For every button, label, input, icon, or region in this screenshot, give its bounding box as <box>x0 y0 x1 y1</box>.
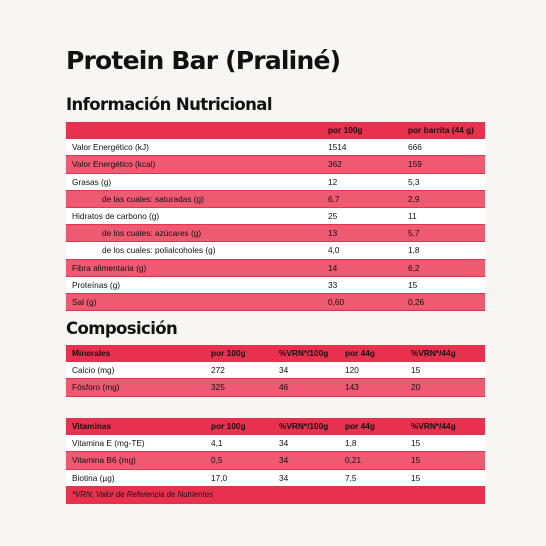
table-cell: Hidratos de carbono (g) <box>66 207 322 226</box>
footnote-row: *VRN: Valor de Referencia de Nutrientes <box>66 486 485 504</box>
header-cell: %VRN*/100g <box>273 345 339 363</box>
table-row: Valor Energético (kJ) 1514 666 <box>66 138 485 157</box>
table-row: de los cuales: polialcoholes (g) 4,0 1,8 <box>66 241 485 260</box>
table-cell: 33 <box>322 276 402 294</box>
table-cell: Valor Energético (kcal) <box>66 155 322 174</box>
table-cell: 0,26 <box>402 293 485 312</box>
table-cell: 1,8 <box>402 241 485 260</box>
table-cell: Calcio (mg) <box>66 361 205 380</box>
table-cell: 0,60 <box>322 293 402 312</box>
table-cell: 46 <box>273 378 339 397</box>
table-cell: 666 <box>402 138 485 157</box>
table-cell: 15 <box>405 361 485 380</box>
table-cell: Fósforo (mg) <box>66 378 205 397</box>
table-cell: 13 <box>322 224 402 243</box>
table-row: Proteínas (g) 33 15 <box>66 276 485 294</box>
table-cell: 0,5 <box>205 451 273 470</box>
table-cell: 34 <box>273 469 339 487</box>
table-row: Vitamina B6 (mg) 0,5 34 0,21 15 <box>66 451 485 470</box>
table-cell: 15 <box>402 276 485 294</box>
table-cell: 5,7 <box>402 224 485 243</box>
table-cell: Proteínas (g) <box>66 276 322 294</box>
table-row: Grasas (g) 12 5,3 <box>66 173 485 191</box>
table-cell: Valor Energético (kJ) <box>66 138 322 157</box>
table-header-row: por 100g por barrita (44 g) <box>66 122 485 140</box>
table-cell: Vitamina E (mg-TE) <box>66 434 205 453</box>
table-cell: 4,0 <box>322 241 402 260</box>
header-cell: por 44g <box>339 345 405 363</box>
table-cell: 34 <box>273 361 339 380</box>
table-cell: 20 <box>405 378 485 397</box>
vitamins-table: Vitaminas por 100g %VRN*/100g por 44g %V… <box>66 418 485 504</box>
table-cell: Biotina (µg) <box>66 469 205 487</box>
table-cell: 7,5 <box>339 469 405 487</box>
table-row: Fósforo (mg) 325 46 143 20 <box>66 378 485 397</box>
table-cell: 272 <box>205 361 273 380</box>
header-cell: por 44g <box>339 418 405 436</box>
table-cell: 2,9 <box>402 190 485 208</box>
table-cell: de las cuales: saturadas (g) <box>66 190 322 208</box>
header-cell: por 100g <box>205 418 273 436</box>
table-cell: Fibra alimentaria (g) <box>66 259 322 277</box>
footnote: *VRN: Valor de Referencia de Nutrientes <box>66 486 485 504</box>
nutrition-heading: Información Nutricional <box>66 95 272 114</box>
table-cell: Grasas (g) <box>66 173 322 191</box>
table-cell: 5,3 <box>402 173 485 191</box>
table-cell: de los cuales: azúcares (g) <box>66 224 322 243</box>
header-cell: Minerales <box>66 345 205 363</box>
header-cell: por 100g <box>205 345 273 363</box>
table-row: Hidratos de carbono (g) 25 11 <box>66 207 485 226</box>
table-cell: 12 <box>322 173 402 191</box>
header-cell <box>66 122 322 140</box>
composition-heading: Composición <box>66 319 178 338</box>
table-header-row: Vitaminas por 100g %VRN*/100g por 44g %V… <box>66 418 485 436</box>
table-row: Calcio (mg) 272 34 120 15 <box>66 361 485 380</box>
table-cell: 34 <box>273 434 339 453</box>
table-row: Vitamina E (mg-TE) 4,1 34 1,8 15 <box>66 434 485 453</box>
table-row: de las cuales: saturadas (g) 6,7 2,9 <box>66 190 485 208</box>
table-header-row: Minerales por 100g %VRN*/100g por 44g %V… <box>66 345 485 363</box>
table-cell: 11 <box>402 207 485 226</box>
table-cell: 17,0 <box>205 469 273 487</box>
table-cell: 4,1 <box>205 434 273 453</box>
table-cell: 120 <box>339 361 405 380</box>
table-cell: 159 <box>402 155 485 174</box>
table-cell: 1,8 <box>339 434 405 453</box>
table-cell: Sal (g) <box>66 293 322 312</box>
header-cell: por barrita (44 g) <box>402 122 485 140</box>
table-cell: 14 <box>322 259 402 277</box>
header-cell: por 100g <box>322 122 402 140</box>
table-cell: 1514 <box>322 138 402 157</box>
table-cell: 362 <box>322 155 402 174</box>
table-cell: 15 <box>405 451 485 470</box>
header-cell: %VRN*/44g <box>405 345 485 363</box>
table-row: de los cuales: azúcares (g) 13 5,7 <box>66 224 485 243</box>
table-cell: 6,7 <box>322 190 402 208</box>
table-cell: de los cuales: polialcoholes (g) <box>66 241 322 260</box>
nutrition-table: por 100g por barrita (44 g) Valor Energé… <box>66 122 485 312</box>
table-cell: 15 <box>405 434 485 453</box>
header-cell: %VRN*/100g <box>273 418 339 436</box>
table-cell: 15 <box>405 469 485 487</box>
table-cell: 6,2 <box>402 259 485 277</box>
header-cell: %VRN*/44g <box>405 418 485 436</box>
table-row: Valor Energético (kcal) 362 159 <box>66 155 485 174</box>
table-cell: 143 <box>339 378 405 397</box>
table-row: Sal (g) 0,60 0,26 <box>66 293 485 312</box>
minerals-table: Minerales por 100g %VRN*/100g por 44g %V… <box>66 345 485 397</box>
table-cell: Vitamina B6 (mg) <box>66 451 205 470</box>
table-cell: 25 <box>322 207 402 226</box>
table-cell: 34 <box>273 451 339 470</box>
table-row: Biotina (µg) 17,0 34 7,5 15 <box>66 469 485 487</box>
page-title: Protein Bar (Praliné) <box>66 46 341 75</box>
table-cell: 325 <box>205 378 273 397</box>
header-cell: Vitaminas <box>66 418 205 436</box>
table-cell: 0,21 <box>339 451 405 470</box>
table-row: Fibra alimentaria (g) 14 6,2 <box>66 259 485 277</box>
